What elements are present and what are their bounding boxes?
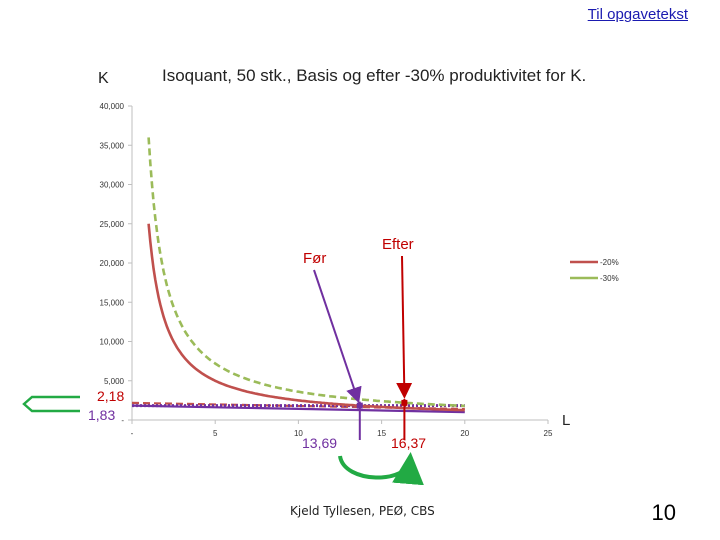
y-tick-label-0: -	[121, 416, 124, 425]
series-line-0	[147, 223, 465, 412]
annotation-foer: Før	[303, 250, 326, 267]
value-label-13-69: 13,69	[302, 435, 337, 451]
y-tick-label-3: 15,000	[100, 298, 125, 307]
annotation-efter: Efter	[382, 236, 414, 253]
page-number: 10	[651, 500, 676, 525]
y-axis-label: K	[98, 70, 109, 87]
footer-author: Kjeld Tyllesen, PEØ, CBS	[290, 504, 435, 518]
x-tick-label-1: 5	[213, 429, 218, 438]
x-tick-label-4: 20	[460, 429, 469, 438]
nav-link-opgavetekst[interactable]: Til opgavetekst	[587, 6, 688, 23]
x-tick-label-0: -	[131, 429, 134, 438]
y-tick-label-5: 25,000	[100, 220, 125, 229]
series-line-1	[147, 137, 465, 408]
x-tick-label-3: 15	[377, 429, 386, 438]
value-label-2-18: 2,18	[97, 388, 124, 404]
chart-title: Isoquant, 50 stk., Basis og efter -30% p…	[162, 66, 587, 85]
shift-arrow-left	[22, 395, 80, 413]
legend-label-1: -30%	[600, 274, 619, 283]
arrow-foer	[313, 269, 362, 404]
marker-point-0	[356, 402, 363, 409]
value-label-16-37: 16,37	[391, 435, 426, 451]
legend-label-0: -20%	[600, 258, 619, 267]
x-tick-label-5: 25	[544, 429, 553, 438]
y-tick-label-7: 35,000	[100, 141, 125, 150]
value-label-1-83: 1,83	[88, 407, 115, 423]
x-tick-label-2: 10	[294, 429, 303, 438]
y-tick-label-1: 5,000	[104, 377, 125, 386]
arrow-efter	[396, 255, 413, 399]
y-tick-label-4: 20,000	[100, 259, 125, 268]
shift-arrow-curved	[338, 452, 424, 486]
budget-line-1	[131, 404, 465, 414]
x-axis-label: L	[562, 412, 570, 429]
marker-point-1	[401, 399, 408, 406]
y-tick-label-8: 40,000	[100, 102, 125, 111]
y-tick-label-2: 10,000	[100, 338, 125, 347]
y-tick-label-6: 30,000	[100, 181, 125, 190]
